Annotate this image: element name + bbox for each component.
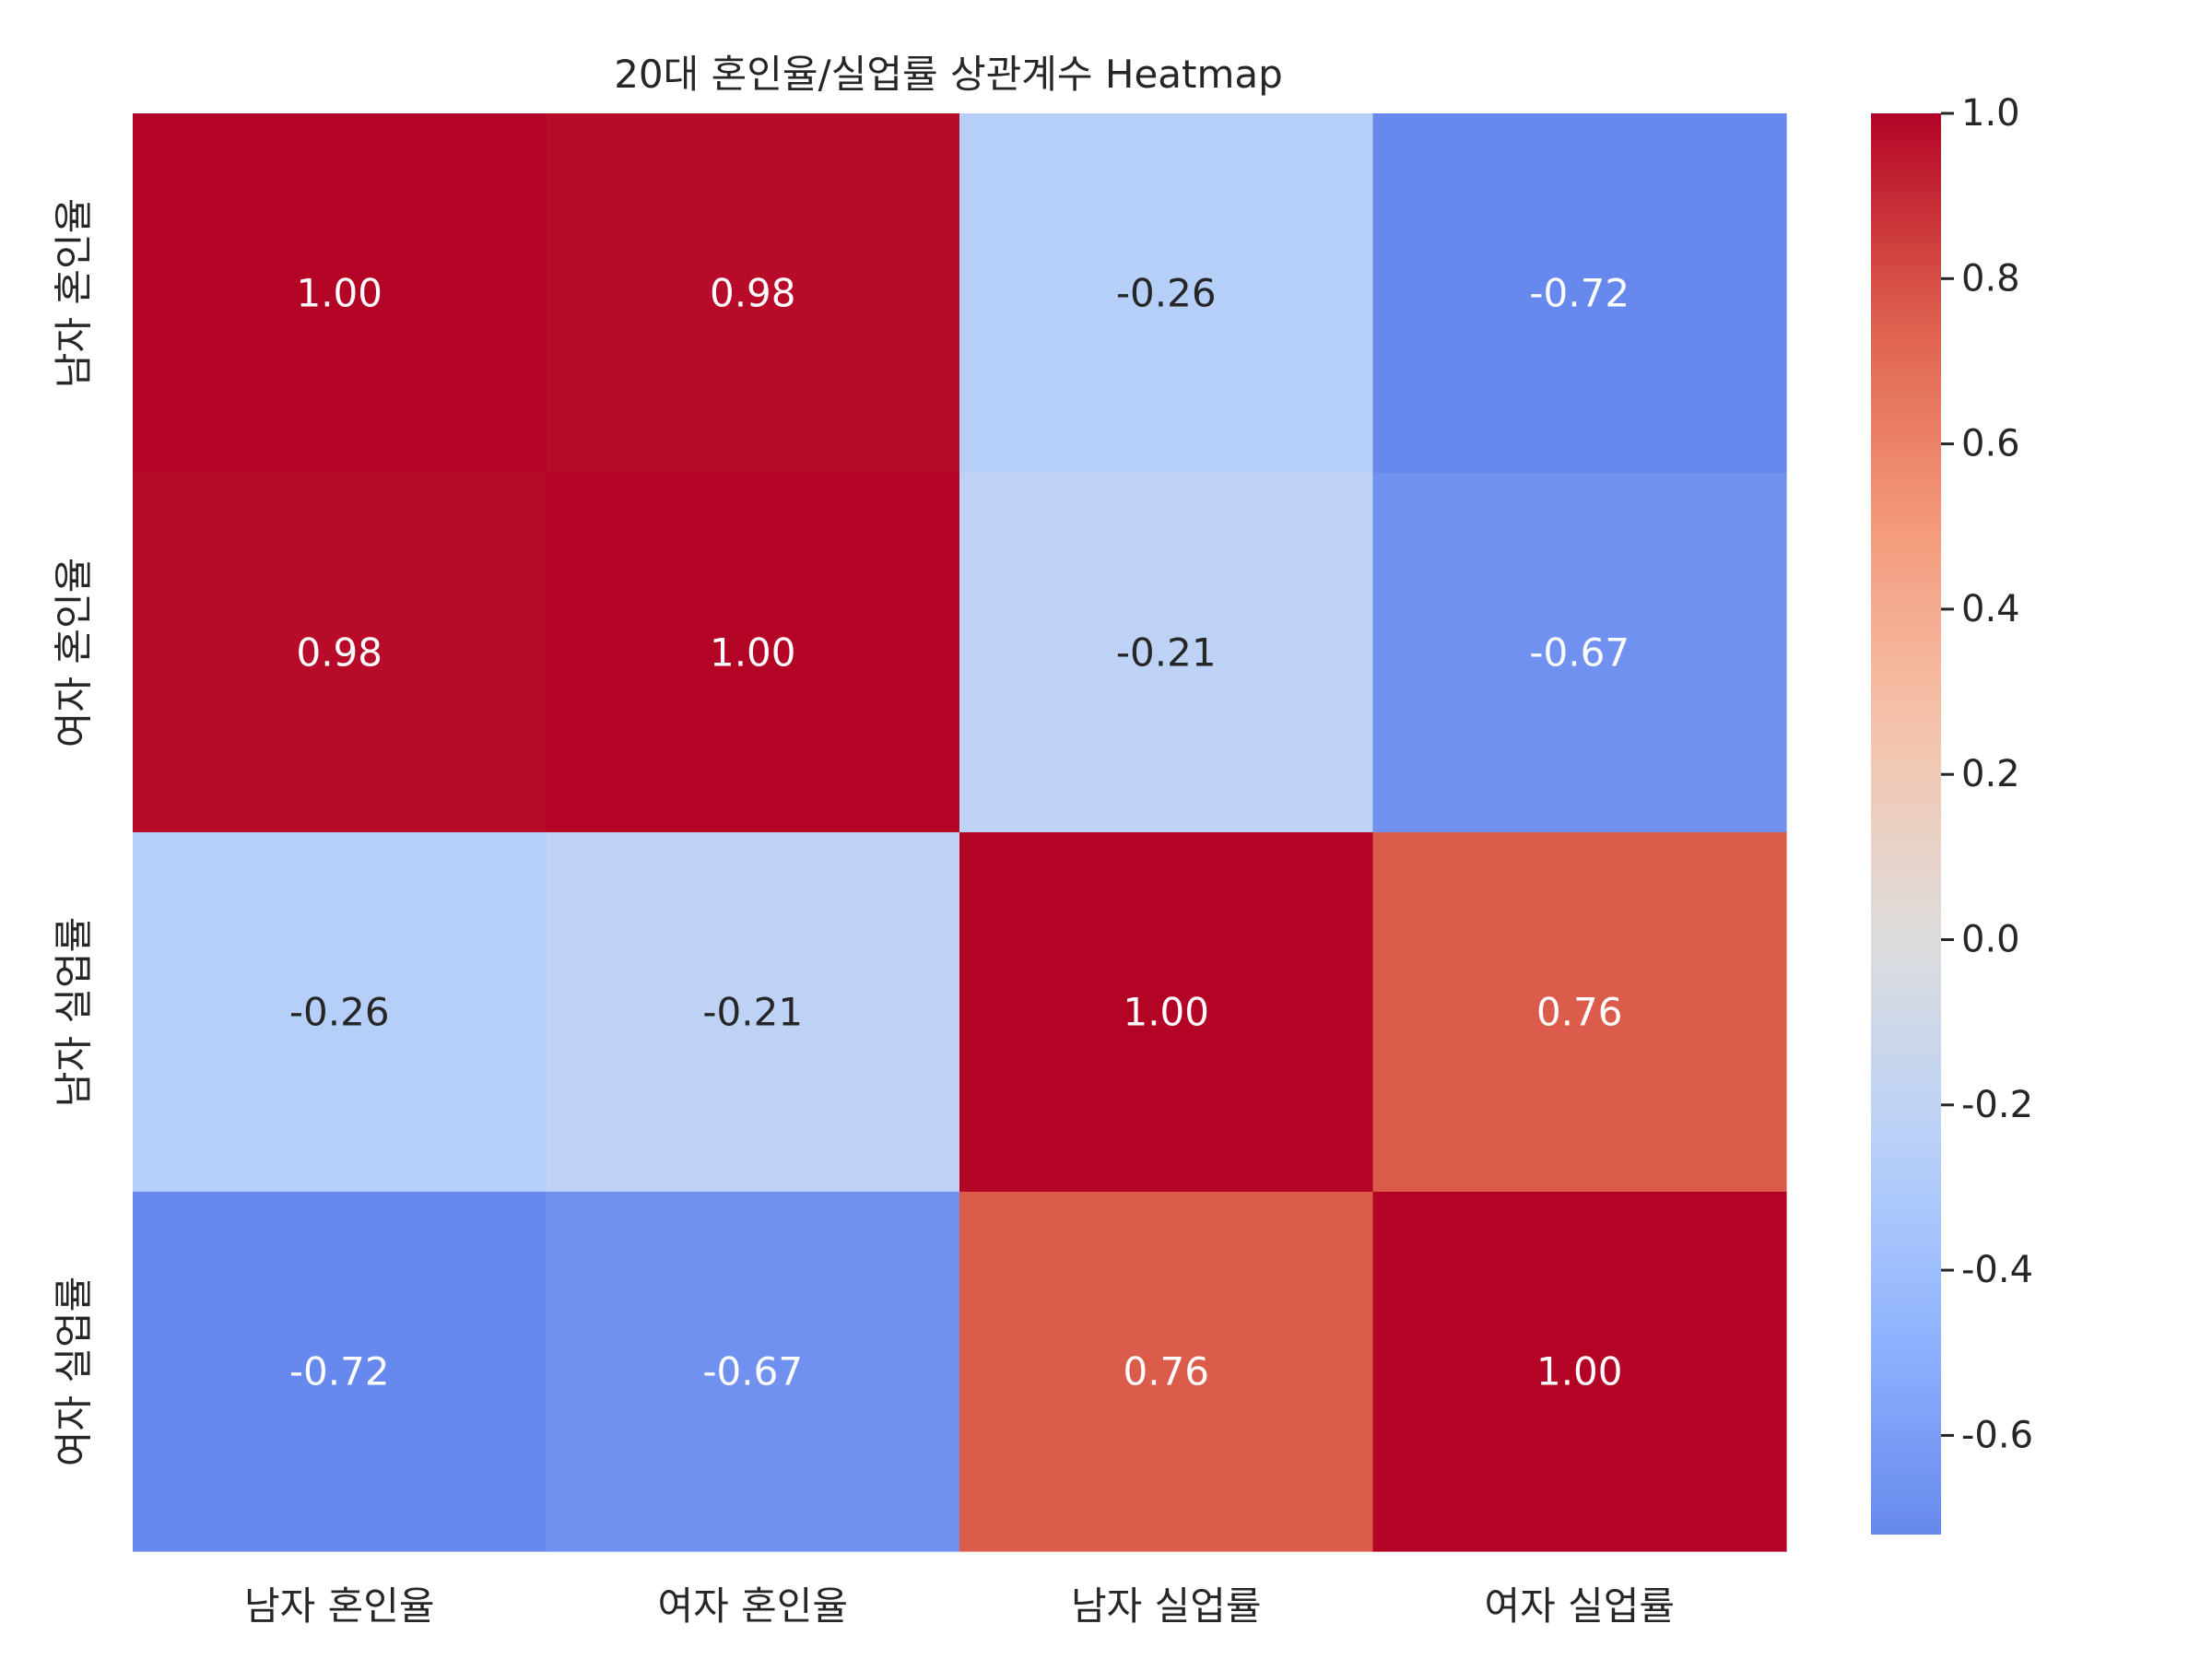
cell-value-label-r1-c0: 0.98 (296, 630, 382, 676)
x-tick-label-여자-실업률: 여자 실업률 (1484, 1583, 1675, 1629)
cell-value-label-r0-c2: -0.26 (1116, 271, 1217, 316)
heatmap-cell-r2-c3 (1372, 832, 1787, 1193)
chart-title: 20대 혼인율/실업률 상관계수 Heatmap (614, 52, 1283, 97)
heatmap-cell-r1-c1 (546, 473, 960, 833)
colorbar: -0.6 -0.4 -0.2 0.0 0.2 0.4 0.6 0.8 1.0 (1871, 92, 2033, 1535)
colorbar-tick-label: 0.0 (1961, 919, 2020, 961)
cell-value-label-r1-c2: -0.21 (1116, 630, 1217, 676)
colorbar-tick-label: -0.4 (1961, 1249, 2033, 1291)
cell-value-label-r0-c0: 1.00 (296, 271, 382, 316)
y-tick-label-남자-혼인율: 남자 혼인율 (52, 198, 97, 389)
cell-value-label-r3-c3: 1.00 (1536, 1349, 1623, 1394)
colorbar-tick-label: 0.2 (1961, 753, 2020, 795)
heatmap-cell-r3-c2 (959, 1192, 1374, 1552)
heatmap-cell-r3-c0 (133, 1192, 547, 1552)
x-tick-label-여자-혼인율: 여자 혼인율 (657, 1583, 848, 1629)
cell-value-label-r3-c2: 0.76 (1123, 1349, 1209, 1394)
x-tick-label-남자-실업률: 남자 실업률 (1071, 1583, 1262, 1629)
heatmap-cell-r0-c0 (133, 113, 547, 474)
colorbar-tick-label: 0.8 (1961, 257, 2020, 300)
colorbar-tick-label: 0.4 (1961, 588, 2020, 630)
heatmap-cell-r1-c2 (959, 473, 1374, 833)
cell-value-label-r3-c0: -0.72 (289, 1349, 390, 1394)
heatmap-cell-r0-c2 (959, 113, 1374, 474)
heatmap-cell-r1-c0 (133, 473, 547, 833)
cell-value-label-r3-c1: -0.67 (702, 1349, 803, 1394)
cell-value-label-r1-c3: -0.67 (1529, 630, 1630, 676)
heatmap-cell-r3-c1 (546, 1192, 960, 1552)
heatmap-cell-r2-c1 (546, 832, 960, 1193)
heatmap-cells: 1.00 0.98 -0.26 -0.72 0.98 1.00 -0.21 -0.67 -0.2… (133, 113, 1787, 1552)
y-tick-label-남자-실업률: 남자 실업률 (52, 917, 97, 1108)
colorbar-tick-label: -0.6 (1961, 1414, 2033, 1456)
x-tick-label-남자-혼인율: 남자 혼인율 (244, 1583, 435, 1629)
heatmap-cell-r0-c1 (546, 113, 960, 474)
colorbar-tick-label: 1.0 (1961, 92, 2020, 135)
heatmap-cell-r2-c0 (133, 832, 547, 1193)
heatmap-cell-r3-c3 (1372, 1192, 1787, 1552)
heatmap-cell-r2-c2 (959, 832, 1374, 1193)
x-axis-tick-labels: 남자 혼인율 여자 혼인율 남자 실업률 여자 실업률 (244, 1583, 1675, 1629)
cell-value-label-r1-c1: 1.00 (710, 630, 796, 676)
y-tick-label-여자-혼인율: 여자 혼인율 (52, 558, 97, 748)
cell-value-label-r2-c0: -0.26 (289, 990, 390, 1035)
colorbar-gradient (1871, 113, 1941, 1535)
cell-value-label-r2-c3: 0.76 (1536, 990, 1623, 1035)
cell-value-label-r2-c1: -0.21 (702, 990, 803, 1035)
y-tick-label-여자-실업률: 여자 실업률 (52, 1277, 97, 1467)
heatmap-cell-r0-c3 (1372, 113, 1787, 474)
cell-value-label-r0-c3: -0.72 (1529, 271, 1630, 316)
colorbar-tick-label: -0.2 (1961, 1084, 2033, 1126)
heatmap-cell-r1-c3 (1372, 473, 1787, 833)
cell-value-label-r2-c2: 1.00 (1123, 990, 1209, 1035)
cell-value-label-r0-c1: 0.98 (710, 271, 796, 316)
colorbar-tick-label: 0.6 (1961, 423, 2020, 465)
